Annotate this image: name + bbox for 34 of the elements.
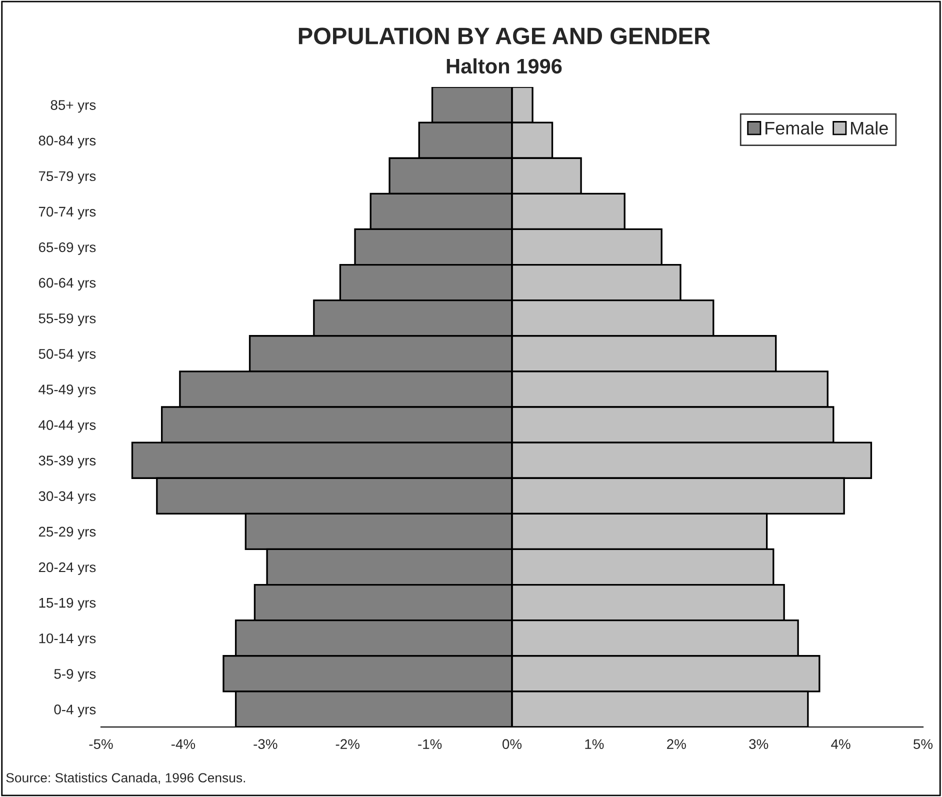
- y-tick-label: 85+ yrs: [50, 100, 96, 113]
- x-tick-label: -1%: [418, 739, 442, 749]
- y-tick-label: 65-69 yrs: [38, 242, 96, 255]
- y-tick-label: 30-34 yrs: [38, 491, 96, 504]
- y-tick-label: 50-54 yrs: [38, 349, 96, 362]
- legend-label: Male: [851, 121, 888, 135]
- x-tick-label: -4%: [171, 739, 196, 749]
- y-tick-label: 20-24 yrs: [38, 562, 96, 575]
- y-tick-label: 10-14 yrs: [39, 633, 96, 646]
- y-tick-label: 40-44 yrs: [38, 420, 96, 433]
- y-tick-label: 80-84 yrs: [38, 136, 96, 148]
- y-tick-label: 55-59 yrs: [38, 313, 96, 326]
- y-tick-label: 25-29 yrs: [38, 526, 96, 540]
- y-tick-label: 0-4 yrs: [54, 704, 96, 718]
- x-tick-label: 0%: [502, 739, 522, 750]
- y-tick-label: 75-79 yrs: [38, 171, 96, 184]
- x-tick-label: 2%: [667, 739, 686, 749]
- legend-label: Female: [766, 121, 824, 135]
- x-tick-label: 1%: [585, 739, 604, 749]
- x-tick-label: 4%: [831, 739, 850, 749]
- y-tick-label: 15-19 yrs: [39, 598, 96, 610]
- y-tick-label: 70-74 yrs: [38, 206, 96, 220]
- y-tick-label: 60-64 yrs: [38, 278, 96, 290]
- x-tick-label: -3%: [254, 739, 278, 750]
- x-tick-label: -5%: [89, 739, 113, 750]
- x-tick-label: -2%: [336, 739, 360, 749]
- x-tick-label: 5%: [914, 739, 933, 750]
- y-tick-label: 35-39 yrs: [38, 456, 96, 468]
- y-tick-label: 45-49 yrs: [38, 384, 96, 398]
- source-note: Source: Statistics Canada, 1996 Census.: [6, 772, 246, 784]
- chart-subtitle: Halton 1996: [446, 58, 562, 74]
- chart-title: POPULATION BY AGE AND GENDER: [298, 28, 710, 44]
- y-tick-label: 5-9 yrs: [54, 669, 96, 682]
- x-tick-label: 3%: [749, 739, 768, 750]
